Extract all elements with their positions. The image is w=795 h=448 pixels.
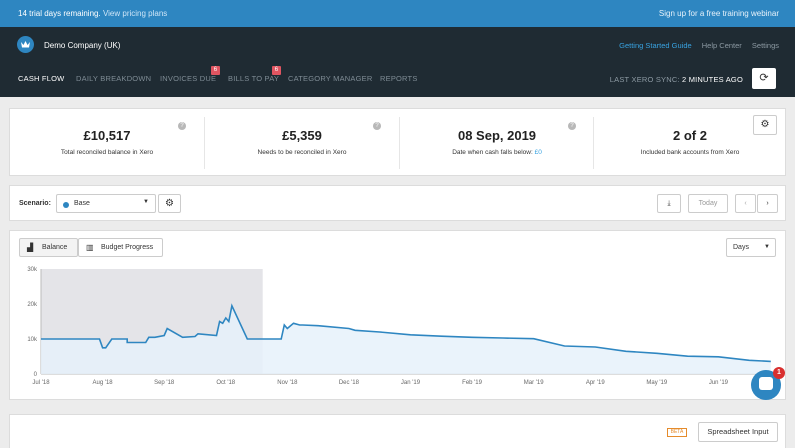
budget-progress-button[interactable]: ▥ Budget Progress — [78, 238, 163, 257]
tab-reports[interactable]: REPORTS — [380, 74, 418, 83]
stat-reconciled-balance: £10,517 Total reconciled balance in Xero… — [10, 109, 204, 177]
getting-started-link[interactable]: Getting Started Guide — [619, 41, 692, 50]
stat-divider — [593, 117, 594, 169]
trial-days-text: 14 trial days remaining. — [18, 9, 101, 18]
company-logo-icon[interactable] — [17, 36, 34, 53]
balance-line — [41, 303, 771, 363]
x-tick-label: Jun '19 — [709, 380, 729, 386]
tab-category-manager[interactable]: CATEGORY MANAGER — [288, 74, 373, 83]
stat-value: 2 of 2 — [673, 128, 707, 143]
last-sync-value: 2 MINUTES AGO — [682, 75, 743, 84]
stat-divider — [204, 117, 205, 169]
stat-needs-reconcile: £5,359 Needs to be reconciled in Xero ? — [205, 109, 399, 177]
x-tick-label: Apr '19 — [586, 380, 605, 386]
bar-chart-icon: ▥ — [86, 243, 94, 252]
area-chart-icon: ▟ — [27, 243, 34, 252]
chevron-down-icon: ▼ — [764, 244, 770, 250]
help-icon[interactable]: ? — [568, 122, 576, 130]
stat-value: 08 Sep, 2019 — [457, 128, 537, 143]
help-center-link[interactable]: Help Center — [701, 41, 742, 50]
app-header: Demo Company (UK) Getting Started Guide … — [0, 27, 795, 97]
invoices-due-badge: 6 — [211, 66, 220, 75]
company-name[interactable]: Demo Company (UK) — [44, 41, 121, 50]
scenario-selected: Base — [74, 200, 90, 207]
stat-label: Total reconciled balance in Xero — [60, 149, 154, 156]
help-icon[interactable]: ? — [178, 122, 186, 130]
header-links: Getting Started Guide Help Center Settin… — [611, 41, 779, 50]
stat-value: £5,359 — [282, 128, 322, 143]
last-sync-status: LAST XERO SYNC: 2 MINUTES AGO — [610, 75, 743, 84]
stat-label: Needs to be reconciled in Xero — [257, 149, 347, 156]
tab-bills-to-pay[interactable]: BILLS TO PAY — [228, 74, 280, 83]
period-selected: Days — [733, 244, 749, 251]
x-tick-label: Feb '19 — [462, 380, 482, 386]
stat-label-text: Date when cash falls below: — [452, 149, 533, 156]
scenario-label: Scenario: — [19, 200, 51, 207]
refresh-sync-button[interactable]: ⟳ — [752, 68, 776, 89]
scenario-color-dot — [63, 202, 69, 208]
trial-banner: 14 trial days remaining. View pricing pl… — [0, 0, 795, 27]
scenario-select[interactable]: Base ▼ — [56, 194, 156, 213]
chevron-right-icon: › — [766, 200, 769, 207]
stat-divider — [399, 117, 400, 169]
threshold-link[interactable]: £0 — [534, 149, 542, 156]
stat-value: £10,517 — [83, 128, 131, 143]
budget-progress-label: Budget Progress — [101, 244, 154, 251]
next-period-button[interactable]: › — [757, 194, 778, 213]
y-tick-label: 0 — [34, 372, 38, 378]
stat-cash-falls-date: 08 Sep, 2019 Date when cash falls below:… — [400, 109, 594, 177]
y-tick-label: 10k — [27, 337, 38, 343]
pricing-link[interactable]: View pricing plans — [102, 9, 168, 18]
gear-icon: ⚙ — [760, 119, 770, 130]
balance-chart: 30k 20k 10k 0 Jul '18 Aug '18 Sep '18 Oct '18 No… — [27, 267, 780, 386]
x-tick-label: May '19 — [646, 380, 667, 386]
period-select[interactable]: Days ▼ — [726, 238, 776, 257]
download-button[interactable]: ⤓ — [657, 194, 681, 213]
x-tick-label: Dec '18 — [339, 380, 360, 386]
x-tick-label: Jul '18 — [32, 380, 50, 386]
bottom-panel: BETA Spreadsheet Input — [9, 414, 786, 448]
scenario-settings-button[interactable]: ⚙ — [158, 194, 181, 213]
tab-daily-breakdown[interactable]: DAILY BREAKDOWN — [76, 74, 152, 83]
stat-label: Date when cash falls below: £0 — [400, 149, 594, 156]
trial-message: 14 trial days remaining. View pricing pl… — [18, 9, 167, 18]
stat-bank-accounts: 2 of 2 Included bank accounts from Xero — [594, 109, 786, 177]
today-button[interactable]: Today — [688, 194, 728, 213]
x-tick-label: Sep '18 — [154, 380, 175, 386]
x-tick-label: Mar '19 — [524, 380, 544, 386]
summary-stats-panel: £10,517 Total reconciled balance in Xero… — [9, 108, 786, 176]
webinar-link[interactable]: Sign up for a free training webinar — [658, 9, 779, 18]
stat-label: Included bank accounts from Xero — [640, 149, 740, 156]
tab-cash-flow[interactable]: CASH FLOW — [18, 74, 65, 83]
chat-icon — [759, 377, 773, 390]
beta-badge: BETA — [667, 428, 687, 437]
tab-invoices-due[interactable]: INVOICES DUE — [160, 74, 217, 83]
scenario-panel: Scenario: Base ▼ ⚙ ⤓ Today ‹ › — [9, 185, 786, 221]
help-icon[interactable]: ? — [373, 122, 381, 130]
chevron-down-icon: ▼ — [143, 199, 149, 205]
cashflow-chart-panel: ▟ Balance ▥ Budget Progress Days ▼ 30k 20k 1… — [9, 230, 786, 400]
x-tick-label: Aug '18 — [92, 380, 113, 386]
x-tick-label: Oct '18 — [216, 380, 235, 386]
last-sync-label: LAST XERO SYNC: — [609, 75, 680, 84]
balance-view-button[interactable]: ▟ Balance — [19, 238, 78, 257]
x-tick-label: Nov '18 — [277, 380, 298, 386]
settings-link[interactable]: Settings — [751, 41, 779, 50]
download-icon: ⤓ — [667, 200, 671, 207]
bills-to-pay-badge: 6 — [272, 66, 281, 75]
gear-icon: ⚙ — [165, 198, 174, 209]
balance-view-label: Balance — [42, 244, 68, 251]
refresh-icon: ⟳ — [759, 72, 769, 84]
chevron-left-icon: ‹ — [744, 200, 747, 207]
x-tick-label: Jan '19 — [401, 380, 421, 386]
prev-period-button[interactable]: ‹ — [735, 194, 756, 213]
chat-unread-badge: 1 — [773, 367, 785, 379]
spreadsheet-input-button[interactable]: Spreadsheet Input — [698, 422, 778, 442]
stats-settings-button[interactable]: ⚙ — [753, 115, 777, 135]
y-tick-label: 20k — [27, 302, 38, 308]
y-tick-label: 30k — [27, 267, 38, 273]
